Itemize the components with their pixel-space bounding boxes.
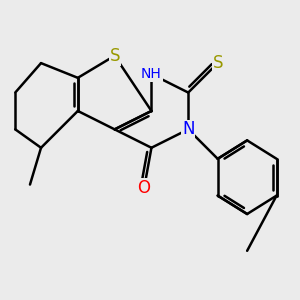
Text: N: N	[182, 120, 194, 138]
Text: O: O	[138, 179, 151, 197]
Text: S: S	[212, 54, 223, 72]
Text: S: S	[110, 47, 120, 65]
Text: NH: NH	[141, 67, 162, 81]
